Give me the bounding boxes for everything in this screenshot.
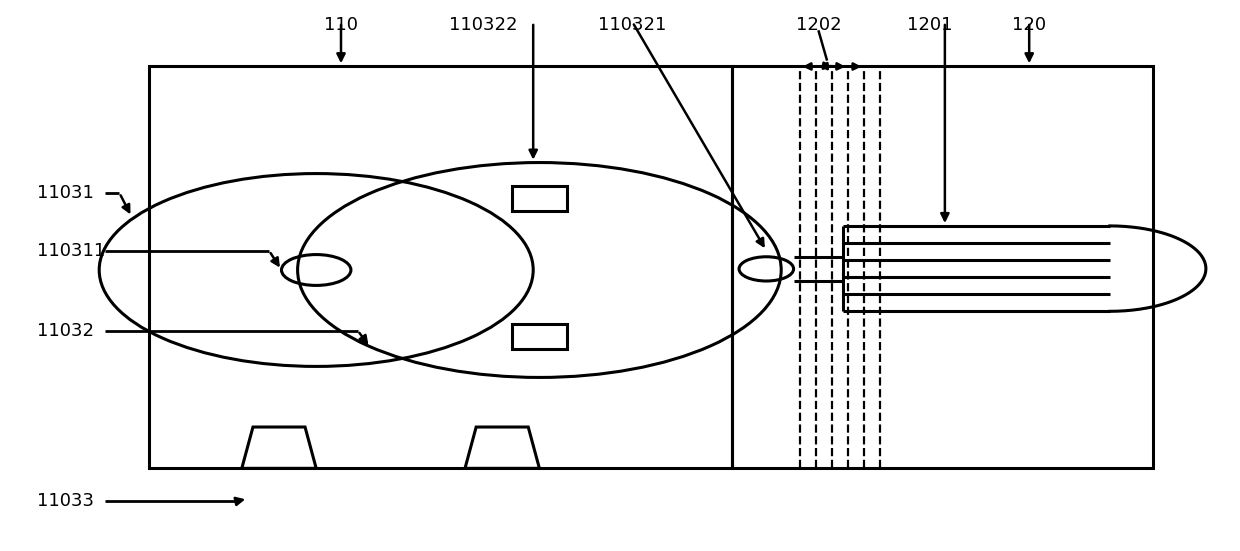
Text: 110321: 110321: [598, 16, 667, 34]
Text: 120: 120: [1012, 16, 1047, 34]
Text: 110322: 110322: [449, 16, 518, 34]
Text: 1201: 1201: [908, 16, 952, 34]
Bar: [732, 66, 1153, 468]
Text: 110311: 110311: [37, 242, 105, 260]
Bar: [511, 324, 567, 349]
Bar: [149, 66, 732, 468]
Bar: [511, 186, 567, 211]
Text: 11031: 11031: [37, 184, 94, 202]
Text: 110: 110: [324, 16, 358, 34]
Text: 11032: 11032: [37, 322, 94, 339]
Text: 1202: 1202: [796, 16, 841, 34]
Text: 11033: 11033: [37, 493, 94, 510]
